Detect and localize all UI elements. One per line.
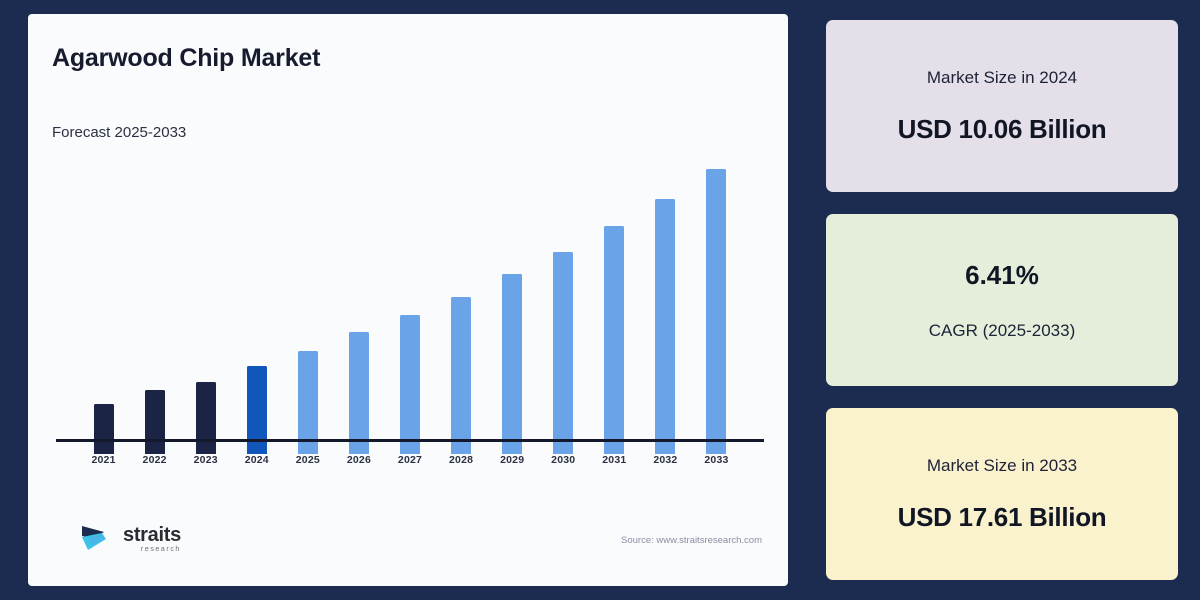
stat-card-market-size-2024: Market Size in 2024 USD 10.06 Billion [826, 20, 1178, 192]
x-axis-label-2026: 2026 [346, 454, 372, 466]
bar-2030 [553, 252, 574, 454]
bar-slot [180, 162, 231, 454]
page-title: Agarwood Chip Market [52, 44, 321, 72]
chart-panel: Agarwood Chip Market Forecast 2025-2033 … [28, 14, 788, 586]
stat-card-label: Market Size in 2024 [926, 67, 1078, 87]
bar-series [56, 162, 764, 454]
x-axis-label-2022: 2022 [142, 454, 167, 466]
x-axis-tick-labels: 2021 2022 2023 2024 2025 2026 2027 2028 2029 2030… [56, 454, 764, 466]
x-axis-label-2029: 2029 [500, 454, 525, 466]
stat-card-market-size-2033: Market Size in 2033 USD 17.61 Billion [826, 408, 1178, 580]
stat-card-cagr: 6.41% CAGR (2025-2033) [826, 214, 1178, 386]
bar-slot [384, 162, 435, 454]
bar-2024 [246, 366, 267, 454]
x-axis-label-2021: 2021 [91, 454, 116, 466]
bar-slot [231, 162, 282, 454]
bar-2027 [400, 315, 420, 454]
bar-slot [487, 162, 538, 454]
panel-subtitle: Forecast 2025-2033 [52, 124, 187, 141]
stat-card-label: CAGR (2025-2033) [928, 320, 1076, 340]
stat-card-column: Market Size in 2024 USD 10.06 Billion 6.… [826, 14, 1178, 586]
bar-2029 [502, 274, 523, 454]
logo-wordmark: straits [123, 524, 181, 546]
bar-slot [538, 162, 589, 454]
bar-slot [129, 162, 180, 454]
stat-card-value: 6.41% [965, 259, 1039, 290]
x-axis-label-2031: 2031 [602, 454, 627, 466]
x-axis-label-2023: 2023 [193, 454, 218, 466]
x-axis-line [56, 439, 764, 442]
bar-2028 [451, 297, 472, 454]
bar-2022 [144, 390, 165, 454]
bar-slot [282, 162, 333, 454]
x-axis-label-2033: 2033 [704, 454, 729, 466]
x-axis-label-2025: 2025 [295, 454, 320, 466]
logo-text: straits research [123, 525, 181, 553]
bar-slot [333, 162, 384, 454]
bar-slot [640, 162, 691, 454]
bar-slot [691, 162, 742, 454]
x-axis-label-2028: 2028 [449, 454, 474, 466]
bar-2031 [604, 226, 625, 454]
bar-2032 [655, 199, 676, 454]
stat-card-label: Market Size in 2033 [926, 455, 1078, 475]
straits-arrow-logo-icon [82, 526, 106, 550]
x-axis-label-2024: 2024 [244, 454, 269, 466]
bar-2021 [93, 404, 114, 454]
bar-2033 [706, 169, 727, 454]
bar-slot [589, 162, 640, 454]
logo-subtext: research [140, 546, 181, 553]
bar-slot [436, 162, 487, 454]
bar-chart: 2021 2022 2023 2024 2025 2026 2027 2028 2029 2030… [56, 149, 764, 466]
x-axis-label-2030: 2030 [551, 454, 576, 466]
brand-logo[interactable]: straits research [80, 522, 181, 556]
stat-card-value: USD 17.61 Billion [897, 501, 1107, 532]
bar-slot [78, 162, 129, 454]
x-axis-label-2027: 2027 [397, 454, 423, 466]
source-attribution: Source: www.straitsresearch.com [621, 535, 762, 546]
stat-card-value: USD 10.06 Billion [897, 113, 1107, 144]
x-axis-label-2032: 2032 [653, 454, 678, 466]
bar-2026 [348, 332, 369, 454]
bar-2023 [195, 382, 216, 454]
bar-2025 [297, 351, 318, 454]
